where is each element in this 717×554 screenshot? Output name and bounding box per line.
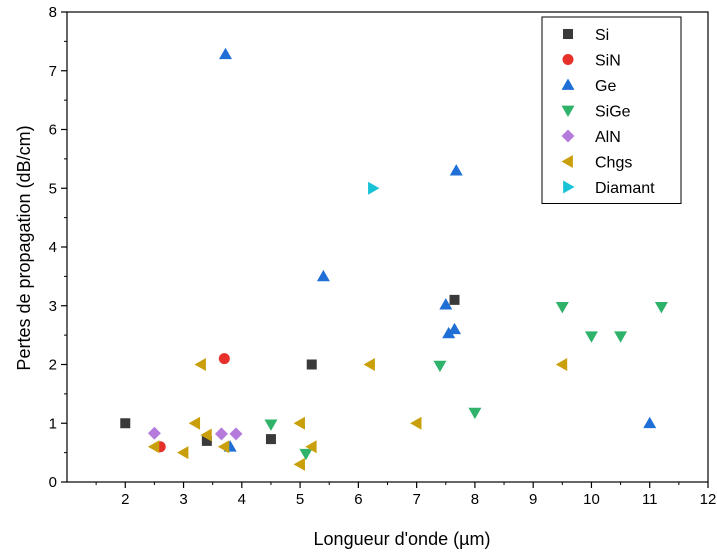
series-aln (147, 426, 243, 441)
legend-label: AlN (595, 129, 621, 146)
y-tick-label: 4 (49, 239, 57, 256)
data-point (120, 418, 131, 429)
series-chgs (147, 358, 568, 471)
data-point (654, 302, 668, 314)
x-tick-label: 2 (121, 491, 129, 508)
data-point (306, 359, 317, 370)
legend-label: SiGe (595, 104, 631, 121)
series-sige (264, 302, 668, 461)
data-point (265, 434, 276, 445)
series-si (120, 294, 460, 446)
series-diamant (368, 181, 380, 195)
data-point (200, 428, 212, 442)
y-tick-label: 6 (49, 122, 57, 139)
data-point (177, 446, 189, 460)
x-tick-label: 6 (354, 491, 362, 508)
legend-label: Ge (595, 78, 616, 95)
x-tick-label: 7 (412, 491, 420, 508)
data-point (555, 358, 568, 371)
y-tick-label: 1 (49, 415, 57, 432)
y-tick-label: 0 (49, 474, 57, 491)
y-tick-label: 8 (49, 4, 57, 21)
x-axis-title: Longueur d'onde (µm) (314, 529, 491, 549)
data-point (299, 448, 313, 461)
legend-marker (561, 105, 575, 117)
data-point (410, 416, 422, 430)
y-tick-label: 2 (49, 357, 57, 374)
data-point (217, 440, 230, 454)
data-point (194, 358, 206, 371)
legend-marker (561, 155, 573, 168)
legend-label: Diamant (595, 180, 655, 197)
data-point (147, 440, 160, 454)
y-axis-title: Pertes de propagation (dB/cm) (14, 125, 34, 370)
data-point (214, 427, 228, 441)
x-tick-label: 4 (238, 491, 246, 508)
data-point (614, 331, 628, 343)
data-point (449, 294, 460, 305)
x-tick-label: 9 (529, 491, 537, 508)
data-point (643, 416, 657, 429)
data-point (147, 426, 161, 440)
legend-marker (563, 29, 573, 39)
legend-label: Si (595, 27, 609, 44)
x-tick-label: 12 (700, 491, 717, 508)
data-point (219, 47, 233, 60)
data-point (305, 440, 317, 454)
x-tick-label: 5 (296, 491, 304, 508)
data-point (449, 164, 463, 176)
data-point (448, 322, 462, 335)
data-point (293, 416, 305, 430)
data-point (229, 427, 243, 441)
data-point (188, 416, 201, 430)
legend: Si SiN Ge SiGe AlN Chgs Diamant (541, 16, 682, 204)
data-point (264, 419, 278, 431)
x-tick-label: 8 (471, 491, 479, 508)
legend-marker (563, 180, 575, 194)
data-point (442, 326, 456, 339)
data-point (439, 298, 453, 310)
y-tick-label: 7 (49, 63, 57, 80)
y-tick-label: 5 (49, 180, 57, 197)
x-tick-label: 11 (642, 491, 658, 508)
data-point (555, 302, 569, 314)
legend-label: SiN (595, 53, 621, 70)
legend-marker (562, 54, 574, 65)
legend-marker (561, 78, 575, 90)
data-points (120, 47, 668, 471)
data-point (468, 407, 482, 420)
data-point (363, 358, 375, 371)
legend-marker (561, 129, 575, 143)
data-point (201, 435, 212, 446)
data-point (218, 353, 230, 365)
data-point (433, 360, 447, 373)
legend-label: Chgs (595, 155, 632, 172)
x-tick-label: 3 (179, 491, 187, 508)
data-point (368, 181, 380, 195)
data-point (293, 457, 305, 471)
data-point (316, 269, 330, 282)
data-point (584, 331, 598, 343)
y-tick-label: 3 (49, 298, 57, 315)
x-tick-label: 10 (583, 491, 600, 508)
